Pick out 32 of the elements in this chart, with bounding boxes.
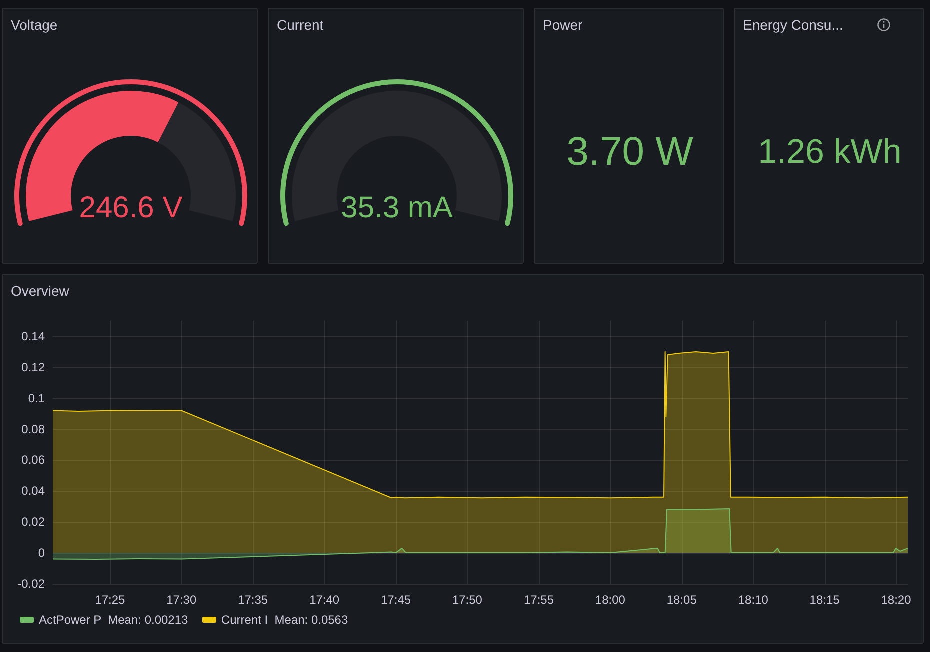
text: 1.26 kWh <box>758 132 902 172</box>
x-tick-label: 17:55 <box>524 593 554 607</box>
text: 246.6 V <box>79 192 183 224</box>
x-tick-label: 17:40 <box>310 593 340 607</box>
x-tick-label: 17:50 <box>452 593 483 607</box>
y-tick-label: 0.1 <box>28 391 46 406</box>
x-tick-label: 17:30 <box>166 593 197 607</box>
y-tick-label: 0.14 <box>22 329 46 344</box>
chart-title: Voltage <box>11 17 58 33</box>
legend-label: Current I Mean: 0.0563 <box>221 613 348 627</box>
x-tick-label: 18:05 <box>666 593 698 607</box>
y-tick-label: 0 <box>38 546 46 560</box>
x-tick-label: 18:15 <box>810 593 840 607</box>
y-tick-label: 0.04 <box>22 484 46 498</box>
y-tick-label: -0.02 <box>18 577 46 591</box>
y-tick-label: 0.12 <box>22 360 46 374</box>
x-tick-label: 17:25 <box>95 593 126 607</box>
x-tick-label: 18:10 <box>738 593 769 607</box>
x-tick-label: 18:00 <box>595 593 626 607</box>
chart-title: Current <box>277 17 324 33</box>
x-tick-label: 18:20 <box>881 593 912 607</box>
y-tick-label: 0.02 <box>22 515 46 530</box>
text: 35.3 mA <box>341 192 453 224</box>
text: Energy Consu... <box>743 17 844 33</box>
x-tick-label: 17:35 <box>238 593 268 607</box>
y-tick-label: 0.06 <box>22 453 46 468</box>
y-tick-label: 0.08 <box>22 422 46 436</box>
text: 3.70 W <box>566 130 694 174</box>
chart-title: Overview <box>11 283 70 299</box>
x-tick-label: 17:45 <box>381 593 412 607</box>
legend-label: ActPower P Mean: 0.00213 <box>39 613 189 627</box>
text: Power <box>543 17 583 33</box>
